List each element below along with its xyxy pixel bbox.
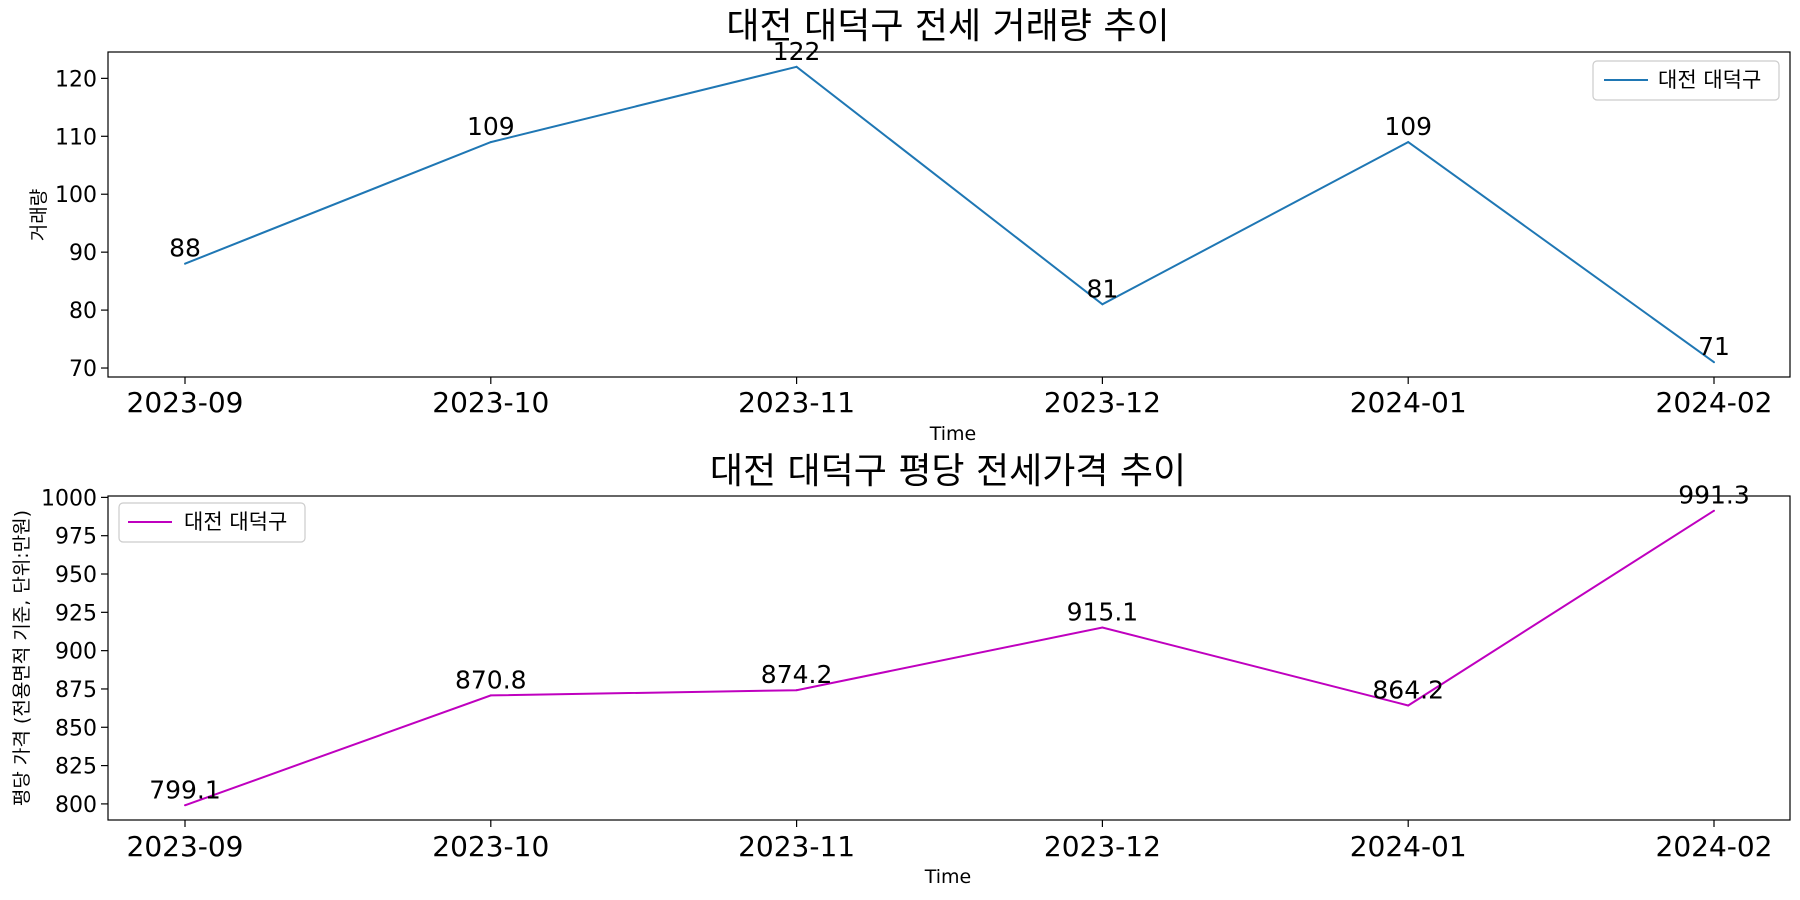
volume-ytick-label: 70	[69, 357, 97, 382]
price-xtick-label: 2023-11	[738, 830, 855, 863]
price-ytick-label: 825	[55, 755, 97, 780]
price-xtick-label: 2023-10	[432, 830, 549, 863]
volume-chart-ticks: 70 80 90 100 110 120 2023-09 2023-10 2023-11 2023…	[55, 67, 1773, 419]
volume-data-labels: 88 109 122 81 109 71	[169, 37, 1730, 364]
volume-data-point	[489, 141, 492, 144]
price-plot-frame	[107, 495, 1791, 821]
volume-xtick-label: 2023-11	[738, 386, 855, 419]
price-data-label: 870.8	[455, 665, 527, 694]
volume-data-point	[184, 262, 186, 265]
volume-data-point	[795, 65, 798, 68]
volume-xtick-label: 2023-09	[127, 386, 244, 419]
price-ytick-label: 875	[55, 678, 97, 703]
volume-chart: 대전 대덕구 전세 거래량 추이 거래량 Time 70 80 90 100 110 12…	[28, 6, 1791, 445]
volume-xtick-label: 2024-02	[1656, 386, 1773, 419]
price-ytick-label: 975	[55, 525, 97, 550]
volume-data-label: 71	[1698, 332, 1730, 361]
price-ytick-label: 800	[55, 793, 97, 818]
price-data-point	[184, 804, 186, 807]
volume-ytick-label: 90	[69, 241, 97, 266]
volume-chart-title: 대전 대덕구 전세 거래량 추이	[726, 6, 1169, 47]
price-legend: 대전 대덕구	[118, 502, 306, 543]
volume-data-point	[1407, 141, 1410, 144]
price-data-point	[489, 694, 492, 697]
price-chart-ticks: 800 825 850 875 900 925 950 975 1000 2023-09 2023-…	[41, 486, 1773, 863]
volume-data-point	[1713, 361, 1715, 364]
price-chart-xlabel: Time	[924, 866, 972, 888]
price-data-point	[1713, 509, 1715, 512]
volume-ytick-label: 80	[69, 299, 97, 324]
volume-plot-frame	[107, 51, 1791, 378]
volume-chart-xlabel: Time	[929, 423, 977, 445]
volume-chart-ylabel: 거래량	[28, 189, 50, 241]
volume-ytick-label: 100	[55, 183, 97, 208]
volume-data-label: 122	[773, 37, 821, 66]
price-chart-title: 대전 대덕구 평당 전세가격 추이	[710, 451, 1186, 492]
price-xtick-label: 2023-09	[127, 830, 244, 863]
volume-legend-box	[1592, 60, 1780, 101]
price-chart: 대전 대덕구 평당 전세가격 추이 평당 가격 (전용면적 기준, 단위:만원)…	[11, 451, 1791, 888]
price-chart-ylabel: 평당 가격 (전용면적 기준, 단위:만원)	[11, 510, 33, 806]
price-xtick-label: 2023-12	[1044, 830, 1161, 863]
volume-data-label: 109	[467, 112, 515, 141]
volume-data-label: 109	[1384, 112, 1432, 141]
price-series-line	[184, 509, 1715, 807]
price-data-point	[1407, 704, 1410, 707]
volume-ytick-label: 120	[55, 67, 97, 92]
volume-legend-label: 대전 대덕구	[1658, 68, 1761, 92]
price-legend-box	[118, 502, 306, 543]
price-data-label: 874.2	[761, 660, 833, 689]
price-data-label: 991.3	[1678, 481, 1750, 510]
price-ytick-label: 1000	[41, 486, 97, 511]
volume-data-label: 88	[169, 234, 201, 263]
volume-xtick-label: 2023-12	[1044, 386, 1161, 419]
price-xtick-label: 2024-01	[1350, 830, 1467, 863]
volume-series-line	[184, 65, 1715, 364]
volume-ytick-label: 110	[55, 125, 97, 150]
price-data-label: 864.2	[1372, 676, 1444, 705]
volume-legend: 대전 대덕구	[1592, 60, 1780, 101]
price-data-point	[1101, 626, 1104, 629]
price-ytick-label: 950	[55, 563, 97, 588]
volume-data-point	[1101, 303, 1104, 306]
price-legend-label: 대전 대덕구	[184, 510, 287, 534]
price-data-label: 915.1	[1067, 598, 1139, 627]
price-ytick-label: 925	[55, 601, 97, 626]
price-ytick-label: 900	[55, 640, 97, 665]
price-xtick-label: 2024-02	[1656, 830, 1773, 863]
volume-xtick-label: 2024-01	[1350, 386, 1467, 419]
price-data-point	[795, 689, 798, 692]
price-data-labels: 799.1 870.8 874.2 915.1 864.2 991.3	[149, 481, 1750, 807]
volume-xtick-label: 2023-10	[432, 386, 549, 419]
volume-data-label: 81	[1086, 274, 1118, 303]
price-data-label: 799.1	[149, 775, 221, 804]
price-ytick-label: 850	[55, 716, 97, 741]
